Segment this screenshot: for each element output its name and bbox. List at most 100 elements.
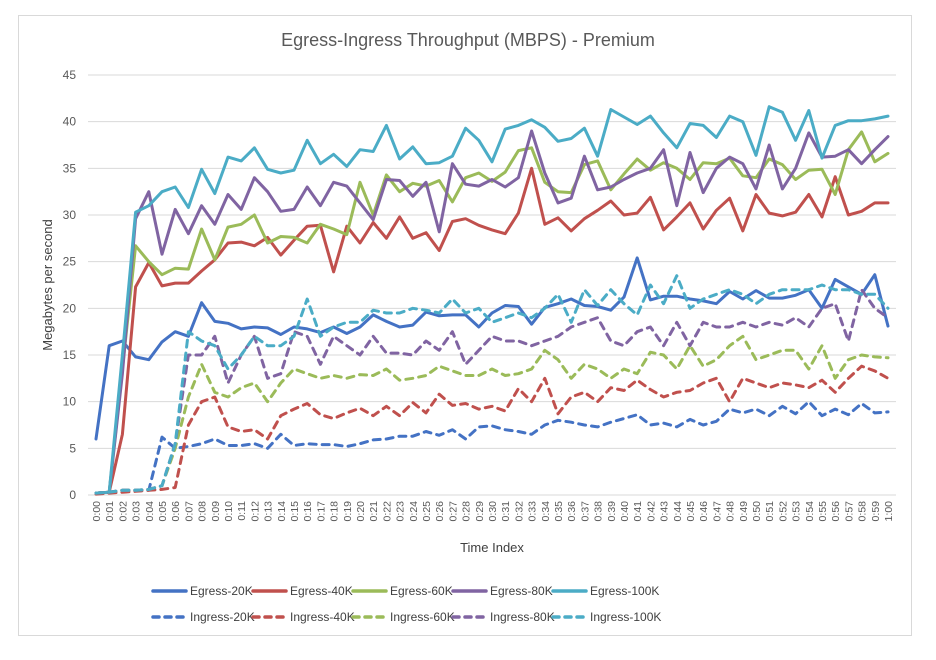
- y-axis-title: Megabytes per second: [40, 219, 55, 351]
- series-line-ingress-40k: [94, 364, 890, 496]
- x-tick-label: 0:34: [540, 501, 552, 522]
- x-tick-label: 0:56: [830, 501, 842, 522]
- x-tick-label: 0:39: [606, 501, 618, 522]
- y-tick-label: 25: [63, 255, 77, 269]
- legend-label: Ingress-40K: [290, 610, 355, 624]
- y-tick-label: 15: [63, 348, 77, 362]
- legend-item-egress-60k[interactable]: Egress-60K: [351, 584, 453, 598]
- series-line-ingress-20k: [94, 400, 890, 495]
- legend-label: Egress-20K: [190, 584, 253, 598]
- legend-item-ingress-20k[interactable]: Ingress-20K: [151, 610, 255, 624]
- x-tick-label: 0:52: [777, 501, 789, 522]
- x-tick-label: 0:05: [157, 501, 169, 522]
- legend-item-ingress-100k[interactable]: Ingress-100K: [551, 610, 661, 624]
- legend-item-egress-40k[interactable]: Egress-40K: [251, 584, 353, 598]
- x-tick-label: 0:11: [236, 501, 248, 521]
- series-line-egress-100k: [94, 105, 890, 495]
- x-tick-label: 0:32: [513, 501, 525, 522]
- x-tick-label: 1:00: [883, 501, 895, 522]
- legend-label: Egress-40K: [290, 584, 353, 598]
- legend-label: Egress-80K: [490, 584, 553, 598]
- x-tick-label: 0:38: [593, 501, 605, 522]
- series-line-egress-60k: [94, 130, 890, 495]
- x-tick-label: 0:21: [368, 501, 380, 522]
- x-tick-label: 0:07: [183, 501, 195, 522]
- x-tick-label: 0:57: [843, 501, 855, 522]
- x-tick-label: 0:20: [355, 501, 367, 522]
- x-tick-label: 0:33: [527, 501, 539, 522]
- legend-label: Ingress-60K: [390, 610, 455, 624]
- x-tick-label: 0:19: [342, 501, 354, 522]
- y-tick-labels: 0 5 10 15 20 25 30 35 40 45: [63, 68, 77, 502]
- x-tick-label: 0:37: [579, 501, 591, 522]
- y-tick-label: 30: [63, 208, 77, 222]
- x-tick-label: 0:55: [817, 501, 829, 522]
- legend-label: Egress-60K: [390, 584, 453, 598]
- x-tick-label: 0:08: [197, 501, 209, 522]
- x-tick-label: 0:36: [566, 501, 578, 522]
- x-tick-label: 0:35: [553, 501, 565, 522]
- legend-item-ingress-40k[interactable]: Ingress-40K: [251, 610, 355, 624]
- gridlines: [88, 74, 896, 496]
- x-axis-title: Time Index: [460, 540, 524, 555]
- x-tick-label: 0:59: [870, 501, 882, 522]
- x-tick-label: 0:25: [421, 501, 433, 522]
- x-tick-label: 0:16: [302, 501, 314, 522]
- x-tick-label: 0:49: [738, 501, 750, 522]
- y-tick-label: 5: [69, 441, 76, 455]
- y-tick-label: 0: [69, 488, 76, 502]
- legend-label: Egress-100K: [590, 584, 659, 598]
- legend-item-egress-100k[interactable]: Egress-100K: [551, 584, 659, 598]
- y-tick-label: 35: [63, 161, 77, 175]
- x-tick-label: 0:13: [263, 501, 275, 522]
- y-tick-label: 10: [63, 395, 77, 409]
- x-tick-label: 0:02: [117, 501, 129, 522]
- y-tick-label: 20: [63, 301, 77, 315]
- x-tick-label: 0:04: [144, 501, 156, 522]
- legend-label: Ingress-100K: [590, 610, 661, 624]
- x-tick-label: 0:41: [632, 501, 644, 522]
- x-tick-label: 0:53: [791, 501, 803, 522]
- y-tick-label: 40: [63, 115, 77, 129]
- x-tick-label: 0:00: [91, 501, 103, 522]
- legend-label: Ingress-20K: [190, 610, 255, 624]
- x-tick-label: 0:50: [751, 501, 763, 522]
- x-tick-label: 0:44: [672, 501, 684, 522]
- x-tick-label: 0:26: [434, 501, 446, 522]
- x-tick-label: 0:48: [725, 501, 737, 522]
- x-tick-label: 0:22: [381, 501, 393, 522]
- x-tick-label: 0:18: [329, 501, 341, 522]
- legend-item-egress-80k[interactable]: Egress-80K: [451, 584, 553, 598]
- x-tick-label: 0:23: [395, 501, 407, 522]
- legend-item-ingress-80k[interactable]: Ingress-80K: [451, 610, 555, 624]
- x-tick-label: 0:58: [857, 501, 869, 522]
- x-tick-label: 0:47: [711, 501, 723, 522]
- chart-title: Egress-Ingress Throughput (MBPS) - Premi…: [281, 30, 655, 50]
- legend-label: Ingress-80K: [490, 610, 555, 624]
- x-tick-label: 0:17: [315, 501, 327, 522]
- x-tick-label: 0:31: [500, 501, 512, 522]
- x-tick-label: 0:51: [764, 501, 776, 522]
- x-tick-label: 0:24: [408, 501, 420, 522]
- series-line-egress-80k: [94, 129, 890, 495]
- legend-item-ingress-60k[interactable]: Ingress-60K: [351, 610, 455, 624]
- series-line-ingress-60k: [94, 334, 890, 495]
- series-line-ingress-100k: [94, 274, 890, 495]
- series-line-ingress-80k: [94, 288, 890, 495]
- x-tick-label: 0:03: [131, 501, 143, 522]
- x-tick-label: 0:30: [487, 501, 499, 522]
- series-line-egress-20k: [94, 256, 890, 441]
- series-lines: [94, 105, 890, 496]
- x-tick-label: 0:06: [170, 501, 182, 522]
- x-tick-label: 0:45: [685, 501, 697, 522]
- series-line-egress-40k: [94, 166, 890, 495]
- x-tick-label: 0:15: [289, 501, 301, 522]
- x-tick-label: 0:46: [698, 501, 710, 522]
- x-tick-label: 0:28: [461, 501, 473, 522]
- x-tick-label: 0:43: [659, 501, 671, 522]
- x-tick-label: 0:14: [276, 501, 288, 522]
- x-tick-label: 0:12: [249, 501, 261, 522]
- x-tick-label: 0:40: [619, 501, 631, 522]
- legend-item-egress-20k[interactable]: Egress-20K: [151, 584, 253, 598]
